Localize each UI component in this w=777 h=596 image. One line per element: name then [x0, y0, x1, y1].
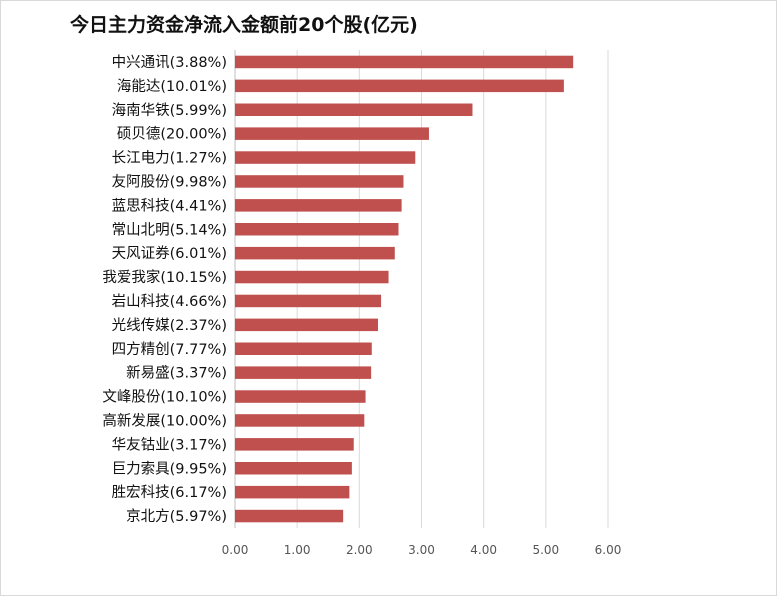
bar — [235, 485, 350, 499]
category-label: 天风证券(6.01%) — [112, 245, 227, 262]
bar — [235, 223, 399, 236]
category-label: 海南华铁(5.99%) — [112, 102, 227, 119]
category-label: 华友钴业(3.17%) — [112, 436, 227, 453]
bar — [235, 103, 473, 116]
category-label: 文峰股份(10.10%) — [102, 389, 227, 406]
bar — [235, 342, 372, 355]
bar — [235, 438, 354, 451]
x-tick-label: 2.00 — [346, 543, 373, 557]
bar — [235, 199, 402, 212]
bar — [235, 175, 404, 188]
category-label: 岩山科技(4.66%) — [112, 293, 227, 310]
bar — [235, 270, 389, 284]
x-tick-label: 1.00 — [284, 543, 311, 557]
category-label: 四方精创(7.77%) — [112, 341, 227, 358]
bar — [235, 79, 564, 93]
x-tick-label: 3.00 — [408, 543, 435, 557]
bars — [235, 55, 574, 523]
bar — [235, 366, 372, 379]
category-label: 京北方(5.97%) — [126, 508, 227, 525]
category-label: 蓝思科技(4.41%) — [112, 197, 227, 214]
category-label: 常山北明(5.14%) — [112, 221, 227, 238]
bar — [235, 246, 395, 260]
category-label: 新易盛(3.37%) — [126, 365, 227, 382]
category-label: 海能达(10.01%) — [117, 78, 227, 95]
x-tick-labels: 0.00 1.00 2.00 3.00 4.00 5.00 6.00 — [222, 543, 622, 557]
category-labels: 中兴通讯(3.88%) 海能达(10.01%) 海南华铁(5.99%) 硕贝德(20.… — [102, 54, 227, 525]
bar — [235, 55, 574, 69]
category-label: 我爱我家(10.15%) — [102, 269, 227, 286]
bar — [235, 127, 429, 140]
bar — [235, 390, 366, 403]
category-label: 硕贝德(20.00%) — [117, 126, 227, 143]
bar — [235, 151, 416, 164]
x-tick-label: 4.00 — [470, 543, 497, 557]
x-tick-label: 5.00 — [532, 543, 559, 557]
bar — [235, 294, 382, 308]
x-tick-label: 0.00 — [222, 543, 249, 557]
category-label: 高新发展(10.00%) — [102, 412, 227, 429]
bar — [235, 414, 365, 427]
x-tick-label: 6.00 — [595, 543, 622, 557]
category-label: 长江电力(1.27%) — [112, 150, 227, 167]
category-label: 胜宏科技(6.17%) — [112, 484, 227, 501]
chart-title: 今日主力资金净流入金额前20个股(亿元) — [70, 14, 418, 36]
category-label: 巨力索具(9.95%) — [112, 460, 227, 477]
category-label: 中兴通讯(3.88%) — [112, 54, 227, 71]
grid-lines — [234, 50, 609, 528]
bar — [235, 509, 344, 523]
bar — [235, 318, 378, 332]
category-label: 友阿股份(9.98%) — [112, 173, 227, 190]
bar — [235, 462, 352, 475]
category-label: 光线传媒(2.37%) — [112, 317, 227, 334]
